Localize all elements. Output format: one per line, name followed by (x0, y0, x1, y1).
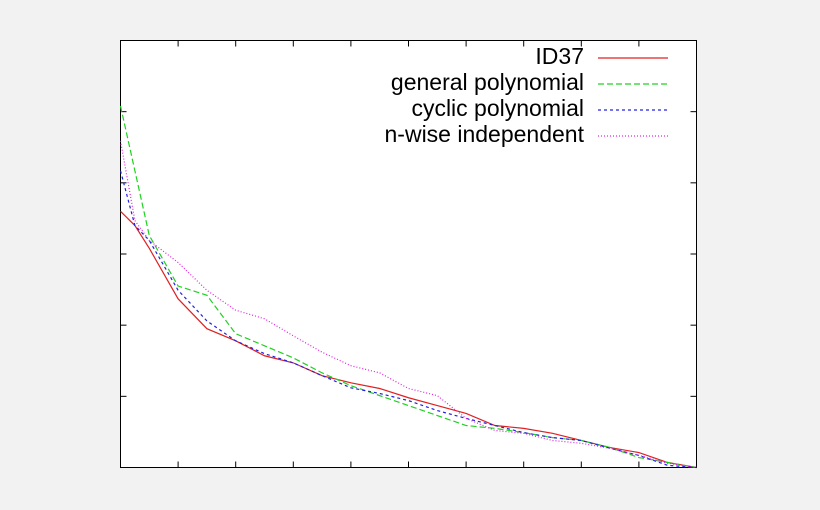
legend-label: general polynomial (391, 69, 584, 95)
legend-label: cyclic polynomial (411, 95, 584, 121)
legend-label: ID37 (535, 43, 584, 69)
series-line (119, 170, 697, 469)
legend-label: n-wise independent (385, 121, 585, 147)
plot-area (120, 40, 697, 468)
